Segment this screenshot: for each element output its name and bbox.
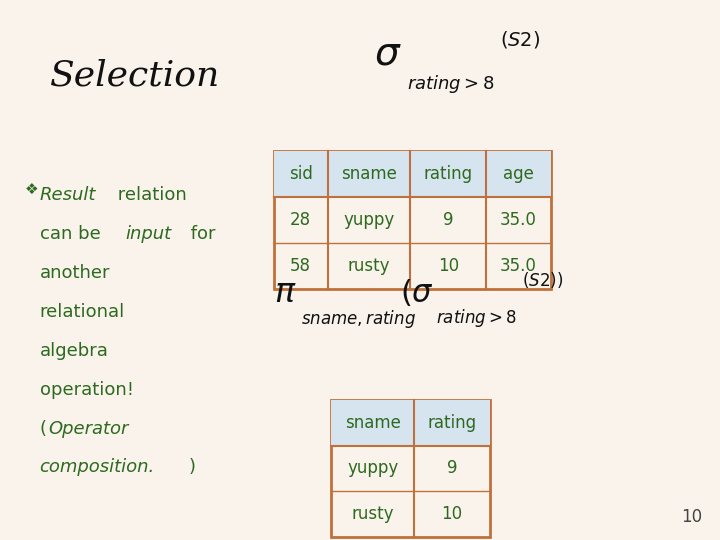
Text: $\mathit{rating{>}8}$: $\mathit{rating{>}8}$: [407, 73, 495, 95]
Text: sname: sname: [341, 165, 397, 183]
Text: 58: 58: [290, 257, 311, 275]
Text: 9: 9: [446, 460, 457, 477]
Text: sid: sid: [289, 165, 312, 183]
Text: $(\sigma$: $(\sigma$: [400, 279, 433, 309]
Text: ❖: ❖: [25, 182, 39, 197]
Bar: [274, 151, 551, 289]
Text: $\mathit{rating{>}8}$: $\mathit{rating{>}8}$: [436, 307, 516, 329]
Text: relational: relational: [40, 303, 125, 321]
Text: algebra: algebra: [40, 342, 109, 360]
Text: 28: 28: [290, 211, 311, 229]
Text: $\mathit{sname,rating}$: $\mathit{sname,rating}$: [301, 308, 416, 330]
Text: rusty: rusty: [348, 257, 390, 275]
Text: another: another: [40, 264, 110, 282]
Text: age: age: [503, 165, 534, 183]
Text: 10: 10: [441, 505, 462, 523]
Text: $\mathit{(S2))}$: $\mathit{(S2))}$: [522, 270, 563, 290]
Text: 10: 10: [438, 257, 459, 275]
Text: operation!: operation!: [40, 381, 134, 399]
Text: Selection: Selection: [50, 59, 220, 92]
Text: 10: 10: [681, 509, 702, 526]
Text: input: input: [125, 225, 171, 243]
Text: for: for: [185, 225, 215, 243]
Text: relation: relation: [112, 186, 187, 204]
Text: composition.: composition.: [40, 458, 155, 476]
Text: $\sigma$: $\sigma$: [374, 36, 402, 73]
Text: yuppy: yuppy: [347, 460, 398, 477]
Text: (: (: [40, 420, 47, 437]
Text: rusty: rusty: [351, 505, 394, 523]
Bar: [331, 400, 490, 446]
Text: 35.0: 35.0: [500, 211, 537, 229]
Text: 9: 9: [443, 211, 454, 229]
Text: $\mathit{(S2)}$: $\mathit{(S2)}$: [500, 29, 541, 50]
Text: 35.0: 35.0: [500, 257, 537, 275]
Text: Operator: Operator: [49, 420, 129, 437]
Text: rating: rating: [423, 165, 473, 183]
Bar: [274, 151, 551, 197]
Text: can be: can be: [40, 225, 106, 243]
Text: ): ): [189, 458, 195, 476]
Text: Result: Result: [40, 186, 96, 204]
Text: sname: sname: [345, 414, 400, 431]
Bar: [331, 400, 490, 537]
Text: rating: rating: [427, 414, 477, 431]
Text: $\pi$: $\pi$: [274, 278, 296, 309]
Text: yuppy: yuppy: [343, 211, 395, 229]
